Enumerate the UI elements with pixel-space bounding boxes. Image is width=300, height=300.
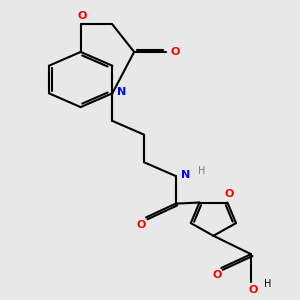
Text: O: O	[171, 47, 180, 57]
Text: O: O	[78, 11, 87, 21]
Text: N: N	[117, 87, 126, 97]
Text: H: H	[198, 166, 205, 176]
Text: N: N	[181, 169, 190, 179]
Text: H: H	[264, 279, 271, 289]
Text: O: O	[225, 189, 234, 199]
Text: O: O	[213, 269, 222, 280]
Text: O: O	[248, 285, 258, 296]
Text: O: O	[136, 220, 146, 230]
